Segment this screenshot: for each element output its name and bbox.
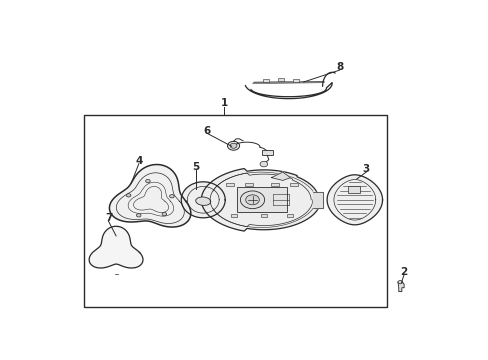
Text: 2: 2: [400, 267, 407, 277]
Circle shape: [136, 214, 141, 217]
Circle shape: [397, 280, 402, 284]
Text: 1: 1: [220, 98, 227, 108]
Bar: [347, 186, 359, 193]
Polygon shape: [89, 226, 142, 268]
Polygon shape: [109, 165, 190, 227]
Ellipse shape: [195, 197, 210, 206]
Bar: [290, 183, 297, 186]
Circle shape: [240, 191, 264, 209]
Bar: [244, 183, 252, 186]
Polygon shape: [201, 168, 320, 231]
Circle shape: [126, 194, 131, 197]
Text: 4: 4: [135, 156, 142, 166]
Bar: [262, 79, 268, 82]
Circle shape: [227, 141, 239, 150]
Circle shape: [162, 212, 166, 216]
Bar: [237, 187, 286, 212]
Circle shape: [230, 143, 237, 148]
Polygon shape: [312, 192, 322, 208]
Text: 7: 7: [104, 213, 112, 223]
Bar: [287, 214, 293, 217]
Circle shape: [260, 161, 267, 167]
Polygon shape: [271, 172, 290, 180]
Text: 8: 8: [335, 62, 343, 72]
Polygon shape: [397, 282, 403, 292]
Circle shape: [169, 195, 174, 198]
Circle shape: [245, 195, 259, 205]
Bar: [230, 214, 236, 217]
Polygon shape: [181, 182, 225, 218]
Text: 6: 6: [203, 126, 210, 135]
Bar: [292, 79, 299, 82]
Polygon shape: [245, 83, 331, 99]
Circle shape: [145, 179, 150, 183]
Polygon shape: [326, 175, 382, 225]
Text: 3: 3: [362, 164, 369, 174]
Bar: [225, 183, 233, 186]
Bar: [277, 78, 284, 81]
Bar: [262, 150, 272, 156]
Text: 5: 5: [192, 162, 199, 172]
Bar: [260, 214, 266, 217]
Bar: [84, 115, 386, 307]
Bar: [271, 183, 279, 186]
